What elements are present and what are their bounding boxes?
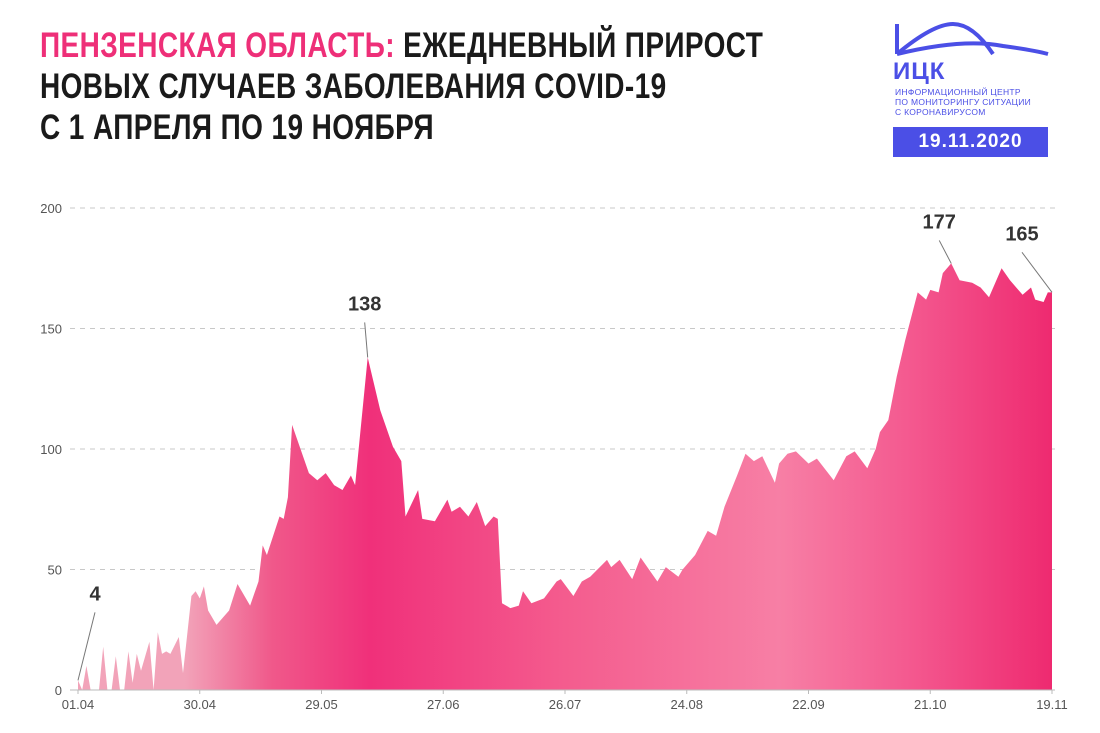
logo-subtitle-2: ПО МОНИТОРИНГУ СИТУАЦИИ bbox=[895, 97, 1032, 107]
y-tick-label: 150 bbox=[40, 322, 62, 337]
x-tick-label: 24.08 bbox=[670, 697, 703, 712]
annotation-label: 138 bbox=[348, 293, 381, 315]
x-tick-label: 30.04 bbox=[183, 697, 216, 712]
cases-area bbox=[78, 263, 1052, 690]
x-tick-label: 01.04 bbox=[62, 697, 95, 712]
title-line-1: ПЕНЗЕНСКАЯ ОБЛАСТЬ: ЕЖЕДНЕВНЫЙ ПРИРОСТ bbox=[40, 26, 763, 66]
date-badge: 19.11.2020 bbox=[893, 127, 1048, 157]
x-tick-label: 22.09 bbox=[792, 697, 825, 712]
y-tick-label: 0 bbox=[55, 683, 62, 698]
y-tick-label: 50 bbox=[48, 563, 62, 578]
x-tick-label: 27.06 bbox=[427, 697, 460, 712]
y-tick-label: 200 bbox=[40, 201, 62, 216]
annotation-label: 4 bbox=[89, 583, 101, 605]
logo-name: ИЦК bbox=[893, 58, 946, 85]
y-tick-label: 100 bbox=[40, 442, 62, 457]
x-tick-label: 21.10 bbox=[914, 697, 947, 712]
annotation-label: 165 bbox=[1005, 223, 1038, 245]
annotation-leader-line bbox=[364, 322, 369, 358]
annotation-label: 177 bbox=[923, 211, 956, 233]
annotation-leader-line bbox=[77, 612, 96, 681]
title-line-3: С 1 АПРЕЛЯ ПО 19 НОЯБРЯ bbox=[40, 108, 435, 147]
annotation-leader-line bbox=[938, 240, 952, 264]
logo-curve-icon bbox=[895, 21, 1049, 56]
title-region: ПЕНЗЕНСКАЯ ОБЛАСТЬ: bbox=[40, 26, 395, 65]
x-tick-label: 29.05 bbox=[305, 697, 338, 712]
title-line-1-rest: ЕЖЕДНЕВНЫЙ ПРИРОСТ bbox=[394, 26, 764, 65]
title-line-2: НОВЫХ СЛУЧАЕВ ЗАБОЛЕВАНИЯ COVID-19 bbox=[40, 67, 667, 106]
x-tick-label: 19.11 bbox=[1036, 697, 1068, 712]
annotation-leader-line bbox=[1021, 252, 1053, 293]
logo-subtitle-3: С КОРОНАВИРУСОМ bbox=[895, 107, 986, 117]
x-tick-label: 26.07 bbox=[549, 697, 582, 712]
logo-subtitle-1: ИНФОРМАЦИОННЫЙ ЦЕНТР bbox=[895, 87, 1021, 97]
ick-logo: ИЦК ИНФОРМАЦИОННЫЙ ЦЕНТР ПО МОНИТОРИНГУ … bbox=[893, 20, 1053, 157]
